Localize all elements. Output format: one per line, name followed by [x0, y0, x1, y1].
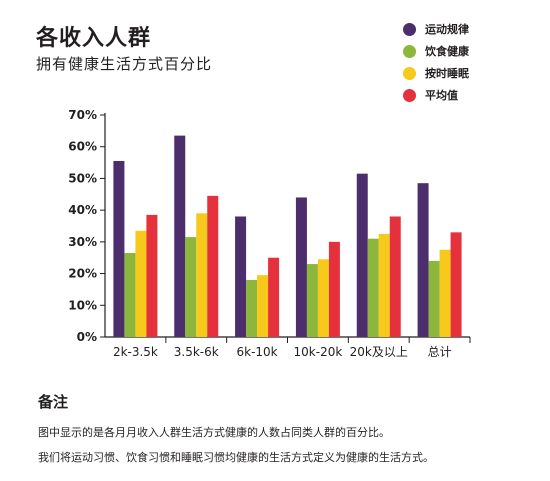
- bar: [428, 260, 440, 337]
- legend-label: 饮食健康: [425, 45, 469, 58]
- bar: [356, 173, 368, 337]
- notes-line: 图中显示的是各月月收入人群生活方式健康的人数占同类人群的百分比。: [38, 426, 390, 439]
- legend-swatch-icon: [403, 44, 416, 58]
- bar: [124, 252, 136, 337]
- notes-title: 备注: [38, 393, 69, 411]
- legend-label: 运动规律: [425, 23, 469, 36]
- x-tick-label: 3.5k-6k: [174, 345, 219, 359]
- legend-label: 按时睡眠: [425, 67, 469, 80]
- legend-item: 运动规律: [403, 18, 469, 40]
- bar: [207, 195, 219, 337]
- bar: [135, 230, 147, 337]
- notes-line: 我们将运动习惯、饮食习惯和睡眠习惯均健康的生活方式定义为健康的生活方式。: [38, 451, 434, 464]
- bar: [378, 233, 390, 337]
- y-tick-label: 30%: [68, 235, 97, 249]
- bar: [246, 279, 258, 337]
- chart-title: 各收入人群: [36, 26, 152, 51]
- bar: [306, 264, 318, 337]
- x-tick-label: 6k-10k: [237, 345, 278, 359]
- bar: [450, 232, 462, 337]
- y-tick-label: 70%: [68, 108, 97, 122]
- bar: [268, 257, 280, 337]
- y-tick-label: 50%: [68, 171, 97, 185]
- bar: [439, 249, 451, 337]
- legend-label: 平均值: [425, 89, 458, 102]
- legend-swatch-icon: [403, 22, 416, 36]
- legend-item: 按时睡眠: [403, 62, 469, 84]
- bar: [367, 238, 379, 337]
- bar: [295, 197, 307, 337]
- bar: [257, 275, 269, 337]
- bar: [146, 214, 158, 337]
- bar: [185, 237, 197, 337]
- bar: [328, 241, 340, 337]
- bar: [389, 216, 401, 337]
- bar: [417, 183, 429, 337]
- chart-subtitle: 拥有健康生活方式百分比: [36, 55, 213, 73]
- bar: [113, 160, 125, 337]
- x-tick-label: 2k-3.5k: [113, 345, 158, 359]
- y-tick-label: 40%: [68, 203, 97, 217]
- x-tick-label: 10k-20k: [294, 345, 343, 359]
- y-tick-label: 20%: [68, 267, 97, 281]
- bar: [235, 216, 247, 337]
- y-tick-label: 0%: [77, 330, 97, 344]
- legend-item: 饮食健康: [403, 40, 469, 62]
- y-tick-label: 10%: [68, 298, 97, 312]
- y-tick-label: 60%: [68, 140, 97, 154]
- x-tick-label: 总计: [428, 345, 452, 359]
- bar: [196, 213, 208, 337]
- legend: 运动规律 饮食健康 按时睡眠 平均值: [403, 18, 469, 106]
- x-tick-label: 20k及以上: [350, 345, 408, 359]
- bar: [174, 135, 186, 337]
- bar: [317, 259, 329, 337]
- legend-item: 平均值: [403, 84, 469, 106]
- legend-swatch-icon: [403, 88, 416, 102]
- legend-swatch-icon: [403, 66, 416, 80]
